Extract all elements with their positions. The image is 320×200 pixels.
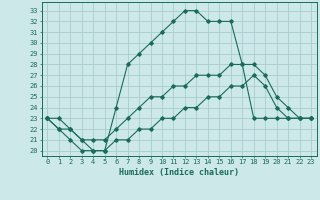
X-axis label: Humidex (Indice chaleur): Humidex (Indice chaleur) <box>119 168 239 177</box>
